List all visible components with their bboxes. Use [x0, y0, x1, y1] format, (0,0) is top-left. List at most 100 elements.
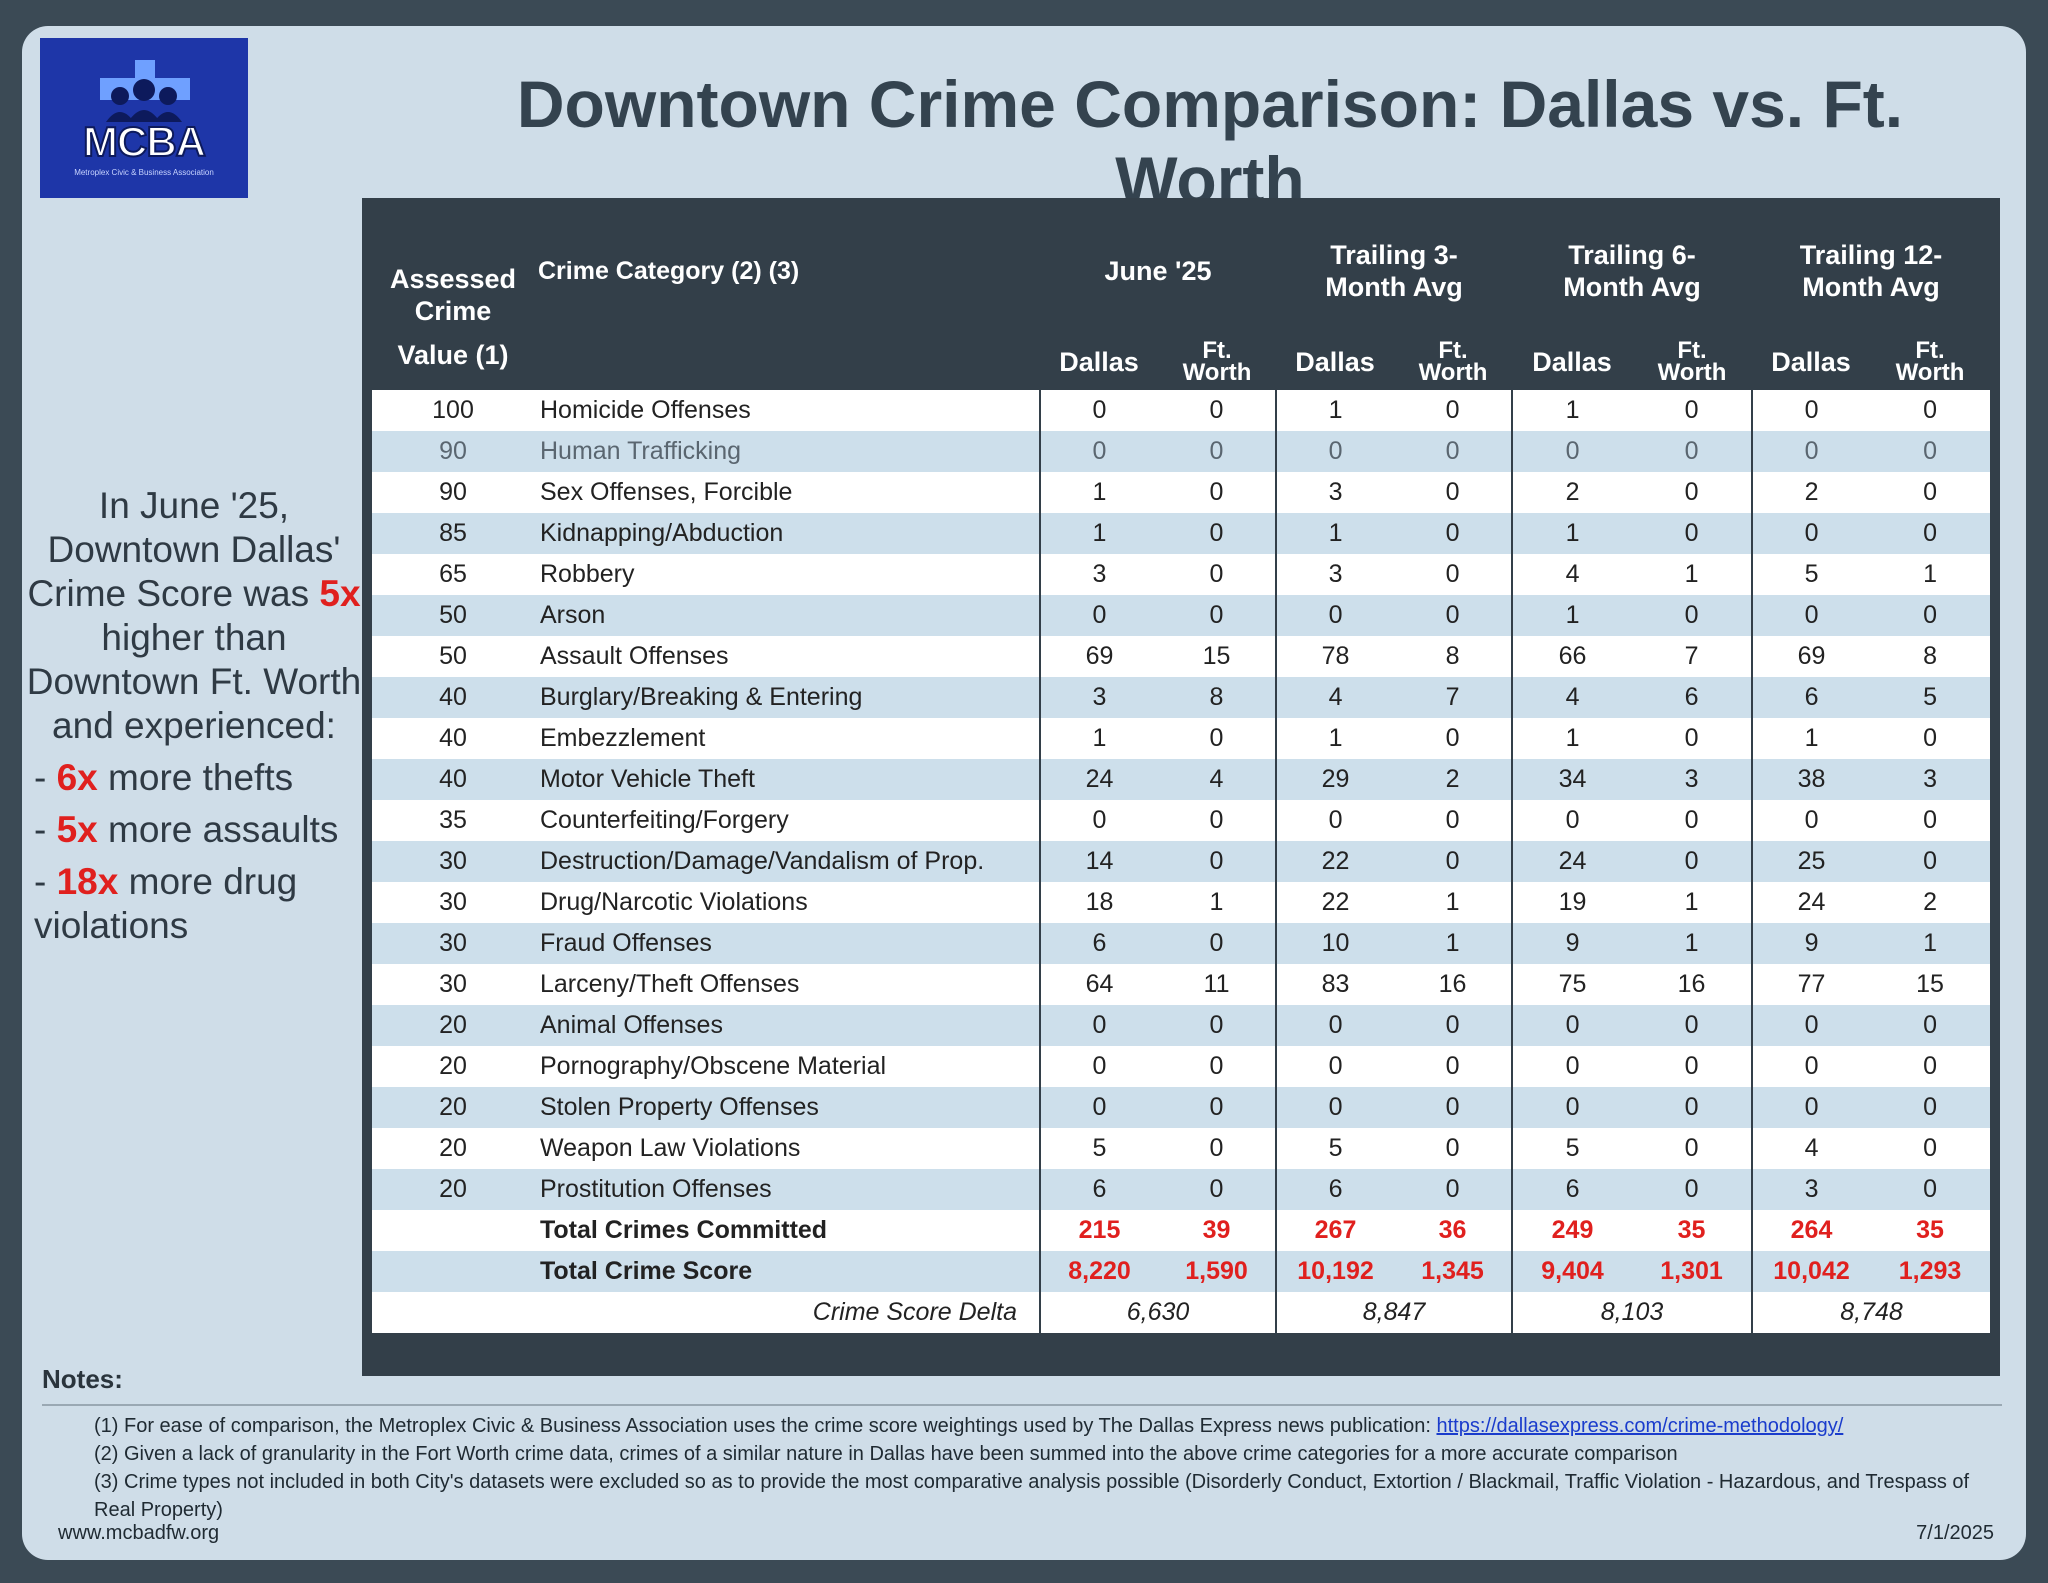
count-cell: 15: [1870, 964, 1991, 1005]
count-cell: 69: [1751, 636, 1871, 677]
count-cell: 1: [1632, 923, 1753, 964]
count-cell: 0: [1275, 1087, 1395, 1128]
count-cell: 1: [1511, 595, 1633, 636]
crime-value-cell: 20: [372, 1087, 534, 1128]
count-cell: 0: [1751, 1005, 1871, 1046]
count-cell: 0: [1394, 1128, 1513, 1169]
crime-category-cell: Robbery: [534, 554, 1040, 595]
count-cell: 0: [1751, 800, 1871, 841]
header-dallas: Dallas: [1512, 333, 1633, 390]
count-cell: 0: [1632, 431, 1753, 472]
header-value: Value (1): [372, 333, 534, 390]
count-cell: 0: [1394, 390, 1513, 431]
summary-intro: In June '25, Downtown Dallas' Crime Scor…: [27, 485, 341, 614]
table-row: 90 Human Trafficking 0 0 0 0 0 0 0 0: [372, 431, 1991, 472]
table-row: 40 Burglary/Breaking & Entering 3 8 4 7 4 6 6 5: [372, 677, 1991, 718]
crime-category-cell: Larceny/Theft Offenses: [534, 964, 1040, 1005]
count-cell: 25: [1751, 841, 1871, 882]
count-cell: 16: [1632, 964, 1753, 1005]
count-cell: 0: [1751, 390, 1871, 431]
notes-title: Notes:: [42, 1364, 123, 1394]
count-cell: 0: [1039, 800, 1158, 841]
crime-value-cell: 90: [372, 472, 534, 513]
notes-body: (1) For ease of comparison, the Metrople…: [94, 1412, 1994, 1524]
crime-category-cell: Destruction/Damage/Vandalism of Prop.: [534, 841, 1040, 882]
note-2: (2) Given a lack of granularity in the F…: [94, 1443, 1678, 1465]
count-cell: 9: [1751, 923, 1871, 964]
methodology-link[interactable]: https://dallasexpress.com/crime-methodol…: [1436, 1415, 1844, 1437]
summary-sidebar: In June '25, Downtown Dallas' Crime Scor…: [24, 484, 364, 948]
crime-value-cell: 30: [372, 882, 534, 923]
crime-value-cell: 50: [372, 595, 534, 636]
count-cell: 3: [1039, 677, 1158, 718]
table-row: 30 Fraud Offenses 6 0 10 1 9 1 9 1: [372, 923, 1991, 964]
crime-category-cell: Homicide Offenses: [534, 390, 1040, 431]
delta-cell: 8,847: [1275, 1292, 1513, 1333]
count-cell: 0: [1632, 1128, 1753, 1169]
crime-value-cell: 85: [372, 513, 534, 554]
count-cell: 0: [1158, 513, 1277, 554]
crime-value-cell: 20: [372, 1046, 534, 1087]
total-cell: 9,404: [1511, 1251, 1633, 1292]
count-cell: 8: [1394, 636, 1513, 677]
table-row: 90 Sex Offenses, Forcible 1 0 3 0 2 0 2 0: [372, 472, 1991, 513]
count-cell: 5: [1870, 677, 1991, 718]
delta-cell: 6,630: [1038, 1292, 1277, 1333]
delta-cell: 8,748: [1751, 1292, 1991, 1333]
count-cell: 0: [1275, 595, 1395, 636]
count-cell: 6: [1275, 1169, 1395, 1210]
count-cell: 0: [1751, 1087, 1871, 1128]
count-cell: 0: [1039, 1087, 1158, 1128]
total-cell: 1,293: [1870, 1251, 1991, 1292]
count-cell: 1: [1275, 390, 1395, 431]
count-cell: 0: [1158, 1128, 1277, 1169]
count-cell: 4: [1158, 759, 1277, 800]
count-cell: 2: [1511, 472, 1633, 513]
header-ftworth: Ft. Worth: [1632, 333, 1753, 390]
count-cell: 16: [1394, 964, 1513, 1005]
count-cell: 0: [1870, 513, 1991, 554]
crime-category-cell: Arson: [534, 595, 1040, 636]
count-cell: 0: [1275, 800, 1395, 841]
count-cell: 0: [1039, 1005, 1158, 1046]
count-cell: 0: [1394, 1005, 1513, 1046]
count-cell: 18: [1039, 882, 1158, 923]
total-cell: 10,042: [1751, 1251, 1871, 1292]
count-cell: 0: [1394, 595, 1513, 636]
total-cell: 1,590: [1158, 1251, 1277, 1292]
crime-category-cell: Embezzlement: [534, 718, 1040, 759]
count-cell: 0: [1751, 595, 1871, 636]
count-cell: 66: [1511, 636, 1633, 677]
header-group-12mo: Trailing 12-Month Avg: [1752, 208, 1991, 333]
count-cell: 0: [1751, 431, 1871, 472]
total-cell: 249: [1511, 1210, 1633, 1251]
count-cell: 0: [1632, 1046, 1753, 1087]
crime-category-cell: Assault Offenses: [534, 636, 1040, 677]
count-cell: 15: [1158, 636, 1277, 677]
count-cell: 6: [1039, 923, 1158, 964]
count-cell: 0: [1632, 472, 1753, 513]
logo-subtitle: Metroplex Civic & Business Association: [74, 168, 214, 177]
crime-category-cell: Fraud Offenses: [534, 923, 1040, 964]
count-cell: 38: [1751, 759, 1871, 800]
count-cell: 3: [1275, 472, 1395, 513]
count-cell: 0: [1158, 431, 1277, 472]
crime-value-cell: 30: [372, 841, 534, 882]
count-cell: 0: [1158, 390, 1277, 431]
table-row: 40 Embezzlement 1 0 1 0 1 0 1 0: [372, 718, 1991, 759]
crime-category-cell: Counterfeiting/Forgery: [534, 800, 1040, 841]
footer-date: 7/1/2025: [1916, 1522, 1994, 1544]
count-cell: 0: [1394, 554, 1513, 595]
header-dallas: Dallas: [1752, 333, 1871, 390]
header-dallas: Dallas: [1276, 333, 1395, 390]
crime-value-cell: 100: [372, 390, 534, 431]
crime-category-cell: Weapon Law Violations: [534, 1128, 1040, 1169]
count-cell: 0: [1394, 472, 1513, 513]
count-cell: 10: [1275, 923, 1395, 964]
logo-text: MCBA: [82, 117, 207, 166]
count-cell: 24: [1039, 759, 1158, 800]
count-cell: 0: [1275, 1046, 1395, 1087]
header-category: Crime Category (2) (3): [534, 208, 1040, 333]
table-row: 85 Kidnapping/Abduction 1 0 1 0 1 0 0 0: [372, 513, 1991, 554]
totals-label: Total Crimes Committed: [534, 1210, 1040, 1251]
